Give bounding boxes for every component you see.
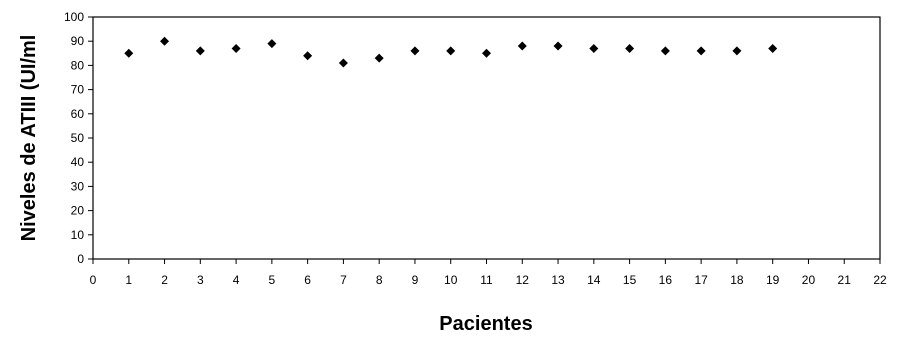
data-point: [410, 46, 420, 56]
x-tick-label: 5: [269, 273, 276, 287]
x-tick-label: 4: [233, 273, 240, 287]
y-tick-label: 0: [77, 252, 84, 266]
x-tick-label: 21: [838, 273, 852, 287]
x-tick-label: 7: [340, 273, 347, 287]
y-tick-label: 100: [64, 10, 84, 24]
x-tick-label: 2: [161, 273, 168, 287]
data-point: [338, 58, 348, 68]
y-tick-label: 10: [71, 228, 85, 242]
y-axis-title: Niveles de ATIII (UI/ml: [18, 35, 40, 242]
data-point: [195, 46, 205, 56]
x-tick-label: 17: [694, 273, 708, 287]
data-point: [124, 48, 134, 58]
y-tick-label: 60: [71, 107, 85, 121]
data-point: [768, 43, 778, 53]
x-tick-label: 18: [730, 273, 744, 287]
y-tick-label: 30: [71, 179, 85, 193]
data-point: [660, 46, 670, 56]
x-tick-label: 15: [623, 273, 637, 287]
x-tick-label: 10: [444, 273, 458, 287]
y-tick-label: 80: [71, 58, 85, 72]
x-tick-label: 16: [659, 273, 673, 287]
x-tick-label: 8: [376, 273, 383, 287]
y-tick-label: 70: [71, 83, 85, 97]
data-point: [589, 43, 599, 53]
y-tick-label: 40: [71, 155, 85, 169]
y-tick-label: 90: [71, 34, 85, 48]
x-tick-label: 6: [304, 273, 311, 287]
data-point: [160, 36, 170, 46]
x-axis-title: Pacientes: [439, 313, 532, 335]
data-point: [696, 46, 706, 56]
x-tick-label: 12: [516, 273, 530, 287]
data-point: [732, 46, 742, 56]
data-point: [517, 41, 527, 51]
data-point: [231, 43, 241, 53]
data-point: [482, 48, 491, 58]
x-tick-label: 1: [125, 273, 132, 287]
data-point: [374, 53, 384, 63]
x-axis-ticks: 0 1 2 3 4 5 6 7 8 9 10 11 12 13 14 15 16 17 18 19 20 21 22: [90, 259, 887, 287]
y-tick-label: 20: [71, 204, 85, 218]
x-tick-label: 14: [587, 273, 601, 287]
data-point: [303, 51, 313, 61]
data-point: [267, 39, 277, 49]
data-point: [553, 41, 563, 51]
data-points: [124, 36, 778, 68]
x-tick-label: 22: [873, 273, 887, 287]
y-axis-ticks: 0 10 20 30 40 50 60 70 80 90 100: [64, 10, 93, 266]
data-point: [446, 46, 456, 56]
x-tick-label: 9: [412, 273, 419, 287]
x-tick-label: 3: [197, 273, 204, 287]
x-tick-label: 20: [802, 273, 816, 287]
x-tick-label: 11: [480, 273, 493, 287]
y-tick-label: 50: [71, 131, 85, 145]
x-tick-label: 19: [766, 273, 780, 287]
x-tick-label: 13: [551, 273, 565, 287]
x-tick-label: 0: [90, 273, 97, 287]
data-point: [625, 43, 635, 53]
